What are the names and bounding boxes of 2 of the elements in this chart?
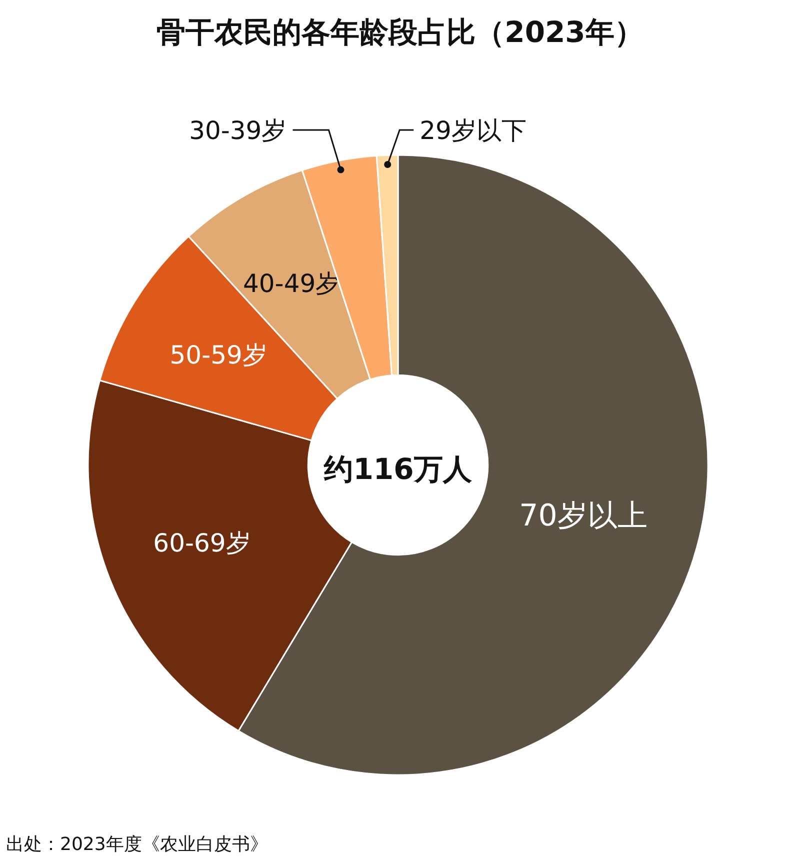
title: 骨干农民的各年龄段占比（2023年） <box>156 15 644 49</box>
center-note: 约116万人 <box>324 452 472 486</box>
